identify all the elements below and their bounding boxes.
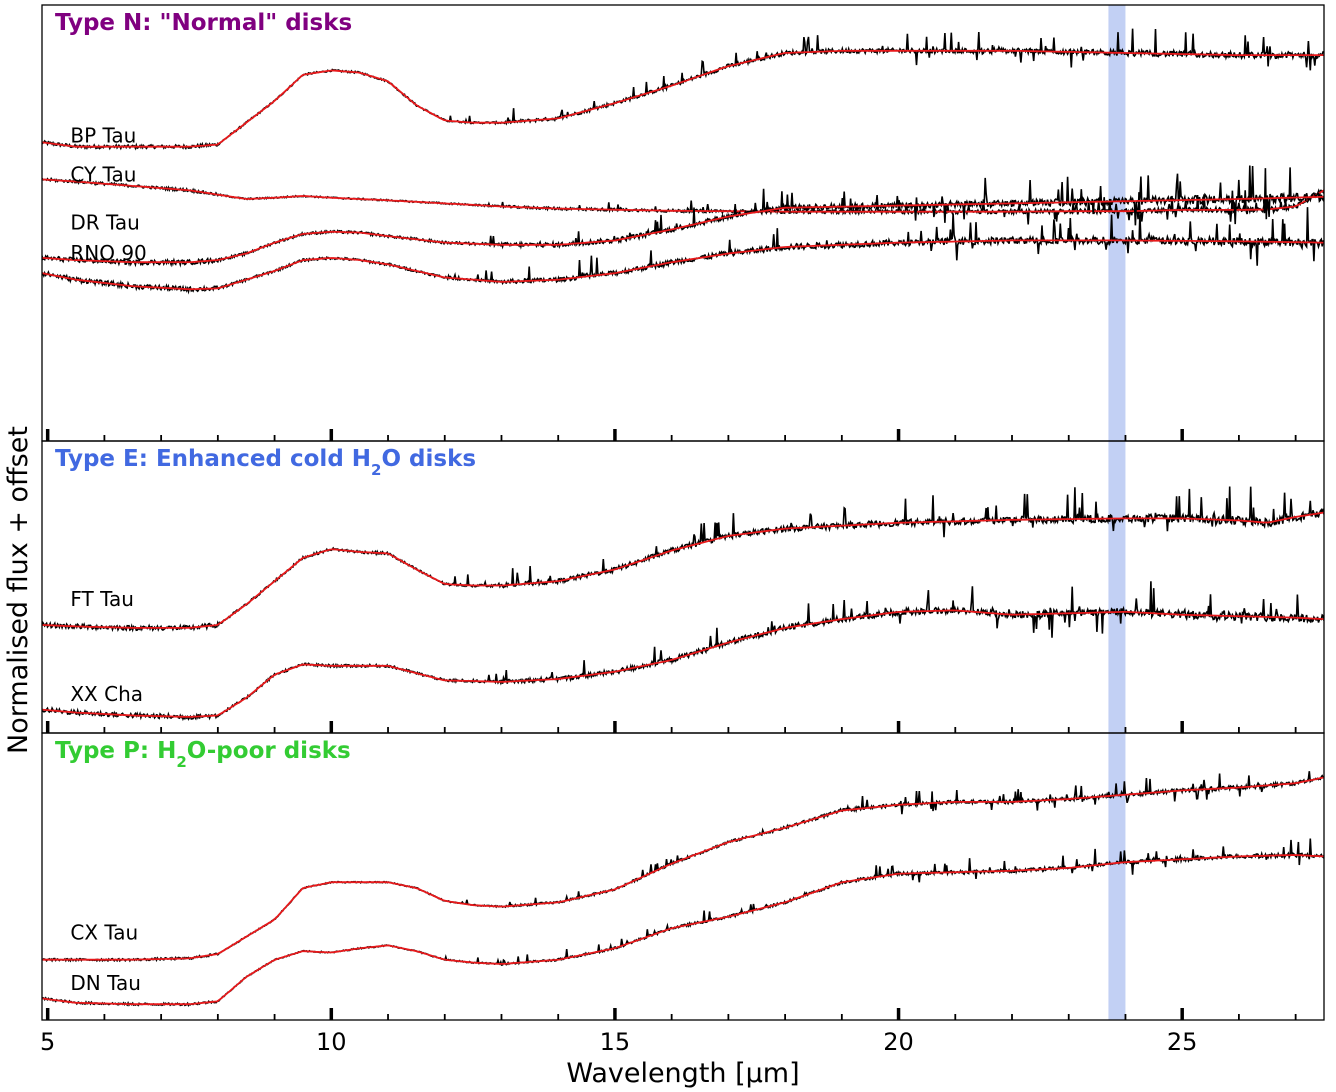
- panel-type-p: [42, 771, 1324, 1007]
- model-spectrum-rno-90: [42, 239, 1324, 291]
- panel-title-0: Type N: "Normal" disks: [55, 10, 352, 36]
- x-tick-label: 10: [316, 1028, 347, 1056]
- panel-type-n: [42, 28, 1324, 295]
- model-spectrum-cy-tau: [42, 178, 1324, 213]
- model-spectrum-cx-tau: [42, 776, 1324, 961]
- shaded-band: [1108, 5, 1126, 1020]
- series-labels: BP Tau CY Tau DR Tau RNO 90 FT Tau XX Cha CX T…: [70, 123, 146, 995]
- panel-titles: Type N: "Normal" disks Type E: Enhanced c…: [55, 10, 476, 771]
- series-label-xx-cha: XX Cha: [70, 682, 143, 706]
- series-label-cy-tau: CY Tau: [70, 163, 136, 187]
- model-spectrum-ft-tau: [42, 511, 1324, 629]
- model-spectrum-dn-tau: [42, 854, 1324, 1006]
- x-tick-label: 15: [600, 1028, 631, 1056]
- tick-marks: [45, 429, 1297, 1020]
- panel-type-p-frame: [41, 732, 1325, 1021]
- observed-spectrum-xx-cha: [42, 581, 1324, 722]
- panel-type-e: [42, 486, 1324, 722]
- x-tick-label: 5: [40, 1028, 55, 1056]
- x-axis-label: Wavelength [µm]: [566, 1058, 799, 1089]
- panel-title-2: Type P: H2O-poor disks: [55, 738, 351, 771]
- observed-spectrum-dn-tau: [42, 838, 1324, 1007]
- series-label-bp-tau: BP Tau: [70, 123, 136, 147]
- series-label-dr-tau: DR Tau: [70, 211, 139, 235]
- observed-spectrum-ft-tau: [42, 486, 1324, 633]
- series-label-rno-90: RNO 90: [70, 241, 146, 265]
- observed-spectrum-bp-tau: [42, 28, 1324, 151]
- series-label-ft-tau: FT Tau: [70, 587, 134, 611]
- series-label-dn-tau: DN Tau: [70, 971, 141, 995]
- panel-type-e-frame: [41, 440, 1325, 734]
- series-label-cx-tau: CX Tau: [70, 921, 138, 945]
- panel-title-1: Type E: Enhanced cold H2O disks: [55, 446, 476, 479]
- y-axis-label: Normalised flux + offset: [3, 426, 34, 754]
- panel-type-n-frame: [41, 4, 1325, 442]
- shaded-band-layer: [1108, 5, 1126, 1020]
- x-tick-label: 20: [883, 1028, 914, 1056]
- x-tick-label: 25: [1167, 1028, 1198, 1056]
- observed-spectrum-rno-90: [42, 207, 1324, 295]
- model-spectrum-bp-tau: [42, 49, 1324, 148]
- x-tick-labels: 5 10 15 20 25: [40, 1028, 1197, 1056]
- model-spectrum-xx-cha: [42, 609, 1324, 718]
- model-spectrum-dr-tau: [42, 195, 1324, 264]
